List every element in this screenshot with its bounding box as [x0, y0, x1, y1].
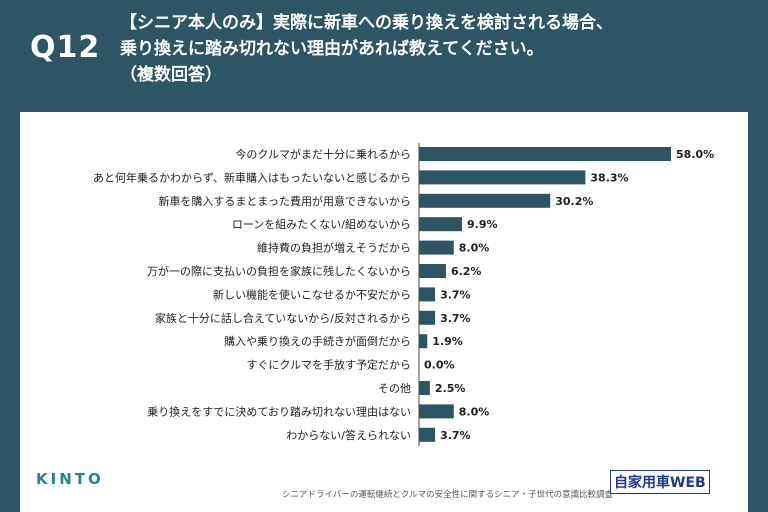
bar [419, 287, 436, 302]
category-label: 万が一の際に支払いの負担を家族に残したくないから [147, 264, 411, 278]
value-label: 3.7% [440, 429, 471, 442]
value-label: 0.0% [424, 359, 455, 372]
question-text: 【シニア本人のみ】実際に新車への乗り換えを検討される場合、 乗り換えに踏み切れな… [120, 10, 613, 88]
value-label: 3.7% [440, 312, 471, 325]
category-label: あと何年乗るかわからず、新車購入はもったいないと感じるから [93, 170, 411, 184]
category-label: 維持費の負担が増えそうだから [257, 241, 411, 255]
bar [419, 334, 428, 349]
question-line-2: 乗り換えに踏み切れない理由があれば教えてください。 [120, 39, 544, 59]
category-label: 家族と十分に話し合えていないから/反対されるから [155, 311, 411, 325]
kinto-logo: KINTO [36, 470, 104, 488]
bar [419, 381, 430, 395]
chart-card: 今のクルマがまだ十分に乗れるから 58.0% あと何年乗るかわからず、新車購入はもっ… [20, 112, 748, 512]
value-label: 2.5% [435, 382, 466, 395]
survey-source: シニアドライバーの運転継続とクルマの安全性に関するシニア・子世代の意識比較調査 [282, 490, 614, 500]
category-label: 購入や乗り換えの手続きが面倒だから [224, 334, 411, 348]
category-label: 新車を購入するまとまった費用が用意できないから [158, 194, 411, 208]
value-label: 38.3% [590, 171, 628, 184]
value-label: 30.2% [555, 195, 593, 208]
bar [419, 427, 436, 442]
bar [419, 240, 454, 255]
bar [419, 147, 671, 161]
category-label: 今のクルマがまだ十分に乗れるから [235, 147, 411, 161]
category-label: すぐにクルマを手放す予定だから [246, 358, 411, 372]
category-label: ローンを組みたくない/組めないから [232, 218, 411, 231]
value-label: 8.0% [459, 405, 490, 418]
category-label: 新しい機能を使いこなせるか不安だから [213, 287, 411, 301]
value-label: 58.0% [676, 148, 714, 161]
bar [419, 170, 586, 185]
value-label: 6.2% [451, 265, 482, 278]
bar-chart: 今のクルマがまだ十分に乗れるから 58.0% あと何年乗るかわからず、新車購入はもっ… [93, 143, 714, 446]
value-label: 9.9% [467, 218, 498, 231]
value-label: 1.9% [432, 335, 463, 348]
category-label: 乗り換えをすでに決めており踏み切れない理由はない [147, 404, 411, 418]
question-line-1: 【シニア本人のみ】実際に新車への乗り換えを検討される場合、 [120, 13, 613, 33]
watermark-logo: 自家用車WEB [610, 470, 710, 494]
bar [419, 264, 446, 278]
value-label: 3.7% [440, 288, 471, 301]
question-number: Q12 [30, 30, 101, 65]
bar [419, 217, 463, 232]
category-label: わからない/答えられない [286, 428, 411, 442]
category-label: その他 [378, 382, 411, 395]
value-label: 8.0% [459, 242, 490, 255]
bar [419, 404, 454, 419]
question-header: Q12 【シニア本人のみ】実際に新車への乗り換えを検討される場合、 乗り換えに踏… [0, 0, 768, 110]
bar [419, 310, 436, 325]
bar [419, 193, 551, 208]
question-line-3: （複数回答） [120, 65, 222, 85]
